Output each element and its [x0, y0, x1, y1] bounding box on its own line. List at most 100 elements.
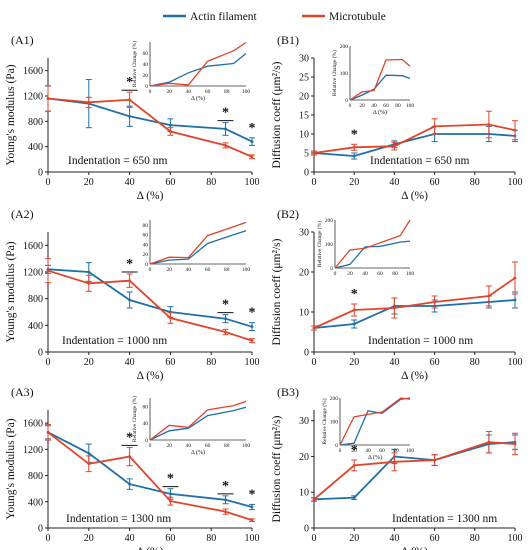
series-line — [313, 441, 516, 501]
x-axis-label: Δ (%) — [401, 370, 428, 382]
inset-x-tick-label: 0 — [349, 103, 352, 109]
inset-b1: 0 20 40 60 80 100 0 100 200 Δ (%) Relative Change … — [331, 44, 414, 116]
y-tick-label: 1200 — [23, 92, 43, 103]
x-tick-label: 60 — [165, 177, 175, 188]
x-tick-label: 60 — [430, 533, 440, 544]
y-tick-label: 0 — [304, 348, 309, 359]
inset-x-tick-label: 100 — [406, 448, 415, 454]
inset-x-tick-label: 0 — [149, 443, 152, 449]
inset-y-tick-label: 80 — [143, 223, 149, 229]
series-line — [313, 133, 516, 157]
inset-x-tick-label: 20 — [166, 267, 172, 273]
inset-x-tick-label: 80 — [395, 103, 401, 109]
inset-x-tick-label: 0 — [149, 89, 152, 95]
series-line — [47, 97, 253, 158]
inset-y-tick-label: 60 — [143, 51, 149, 57]
y-tick-label: 0 — [38, 168, 43, 179]
significance-star: * — [351, 443, 358, 458]
inset-x-tick-label: 60 — [205, 89, 211, 95]
x-tick-label: 80 — [206, 357, 216, 368]
inset-x-tick-label: 80 — [224, 443, 230, 449]
data-point — [169, 499, 172, 503]
data-point — [250, 518, 254, 522]
panel-label: (A2) — [11, 207, 34, 221]
data-point — [128, 279, 132, 283]
x-tick-label: 0 — [46, 177, 51, 188]
inset-y-tick-label: 0 — [145, 438, 148, 444]
y-tick-label: 20 — [299, 268, 309, 279]
inset-x-tick-label: 100 — [406, 271, 415, 277]
inset-y-label: Relative Change (%) — [316, 221, 323, 267]
inset-y-tick-label: 0 — [330, 266, 333, 272]
y-tick-label: 20 — [299, 452, 309, 463]
data-point — [224, 317, 227, 321]
x-tick-label: 80 — [470, 357, 480, 368]
data-point — [250, 325, 254, 329]
data-point — [352, 322, 356, 326]
inset-y-label: Relative Change (%) — [321, 398, 328, 444]
inset-x-label: Δ (%) — [368, 454, 382, 461]
inset-x-tick-label: 80 — [224, 89, 230, 95]
inset-y-tick-label: 40 — [143, 242, 149, 248]
data-point — [87, 281, 91, 285]
x-tick-label: 20 — [84, 177, 94, 188]
series-line — [47, 431, 253, 508]
data-point — [250, 505, 254, 509]
inset-y-tick-label: 0 — [145, 262, 148, 268]
inset-x-label: Δ (%) — [373, 109, 387, 116]
data-point — [224, 127, 227, 131]
inset-x-tick-label: 80 — [224, 267, 230, 273]
y-tick-label: 1200 — [23, 445, 43, 456]
y-tick-label: 400 — [28, 142, 43, 153]
y-tick-label: 1600 — [23, 241, 43, 252]
inset-series-line — [149, 400, 247, 441]
inset-x-tick-label: 100 — [406, 103, 415, 109]
y-tick-label: 1200 — [23, 268, 43, 279]
y-tick-label: 0 — [38, 348, 43, 359]
x-tick-label: 0 — [312, 357, 317, 368]
significance-star: * — [167, 472, 174, 487]
series-line — [313, 299, 516, 329]
inset-y-label: Relative Change (%) — [131, 41, 138, 87]
y-axis-label: Young's modulus (Pa) — [5, 418, 17, 519]
inset-x-tick-label: 40 — [186, 267, 192, 273]
series-line — [47, 269, 253, 342]
data-point — [393, 144, 396, 148]
data-point — [87, 462, 91, 466]
inset-x-tick-label: 40 — [186, 443, 192, 449]
data-point — [169, 123, 172, 127]
series-line — [47, 268, 253, 328]
series-line — [313, 277, 516, 329]
inset-series-line — [149, 41, 247, 87]
inset-y-tick-label: 40 — [143, 421, 149, 427]
y-tick-label: 1600 — [23, 66, 43, 77]
indentation-annotation: Indentation = 1300 nm — [392, 513, 497, 525]
x-tick-label: 20 — [84, 357, 94, 368]
x-tick-label: 60 — [430, 177, 440, 188]
indentation-annotation: Indentation = 650 nm — [370, 155, 469, 167]
significance-star: * — [126, 430, 133, 445]
data-point — [352, 496, 356, 500]
data-point — [87, 100, 91, 104]
data-point — [46, 269, 50, 273]
inset-b3: 0 20 40 60 80 100 0 100 200 Δ (%) Relative Change … — [321, 396, 414, 461]
y-tick-label: 15 — [299, 111, 309, 122]
legend-label-microtubule: Microtubule — [329, 11, 386, 23]
inset-y-tick-label: 100 — [330, 420, 339, 426]
significance-star: * — [351, 287, 358, 302]
inset-x-tick-label: 60 — [377, 271, 383, 277]
inset-x-tick-label: 20 — [351, 448, 357, 454]
data-point — [312, 497, 316, 501]
x-tick-label: 20 — [349, 177, 359, 188]
data-point — [513, 298, 517, 302]
inset-x-tick-label: 40 — [365, 448, 371, 454]
inset-x-label: Δ (%) — [191, 449, 205, 456]
x-tick-label: 80 — [206, 177, 216, 188]
panel-label: (A3) — [11, 385, 34, 399]
data-point — [352, 464, 356, 467]
inset-x-tick-label: 80 — [392, 271, 398, 277]
data-point — [393, 306, 396, 310]
indentation-annotation: Indentation = 1000 nm — [368, 335, 473, 347]
